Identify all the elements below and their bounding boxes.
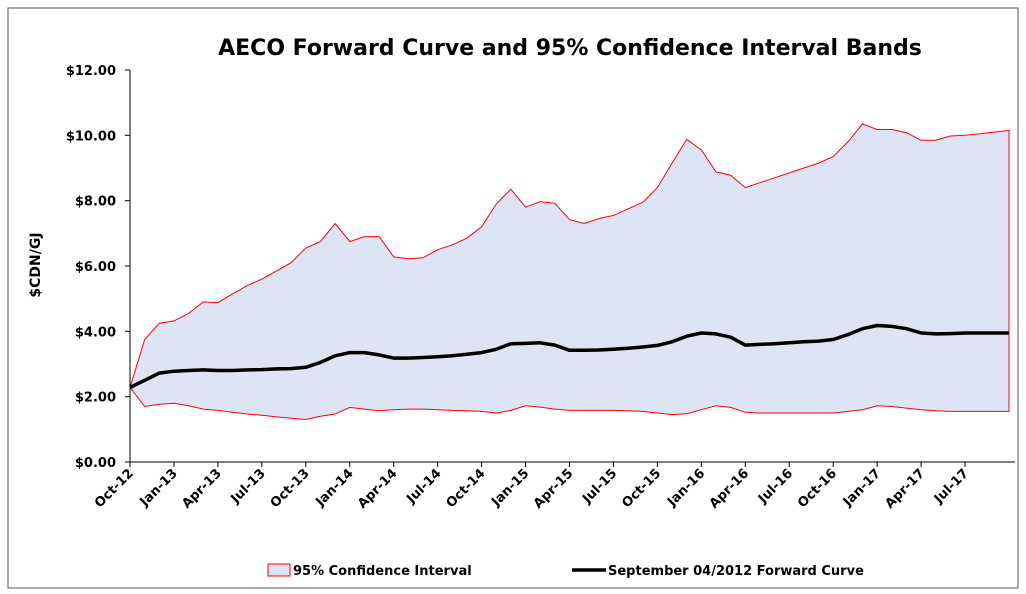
- y-axis-label: $CDN/GJ: [28, 232, 44, 297]
- confidence-band: [129, 123, 1010, 421]
- y-tick-label: $6.00: [75, 260, 116, 275]
- y-tick-label: $12.00: [66, 64, 116, 79]
- y-tick-label: $8.00: [75, 195, 116, 210]
- legend-label: 95% Confidence Interval: [293, 564, 472, 579]
- y-tick-label: $0.00: [75, 456, 116, 471]
- chart-title: AECO Forward Curve and 95% Confidence In…: [218, 36, 922, 61]
- forward-curve: [129, 323, 1009, 390]
- y-tick-label: $4.00: [75, 325, 116, 340]
- legend-label: September 04/2012 Forward Curve: [608, 564, 864, 579]
- y-tick-label: $10.00: [66, 129, 116, 144]
- y-tick-label: $2.00: [75, 391, 116, 406]
- legend-swatch: [267, 563, 291, 577]
